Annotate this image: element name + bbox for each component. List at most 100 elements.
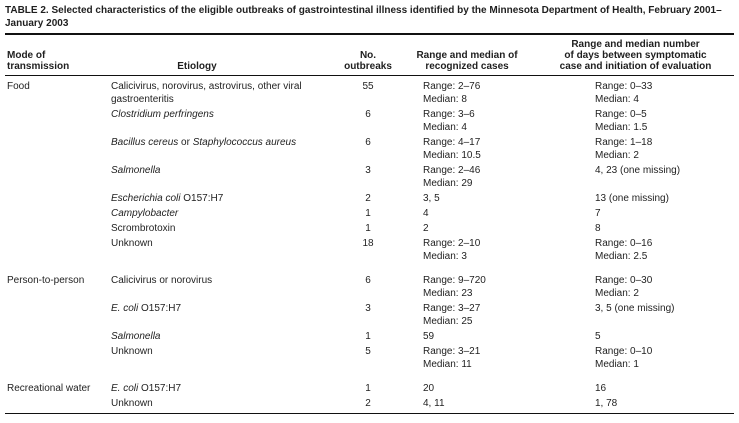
cases-line: Range: 2–10 [423, 238, 481, 249]
days-line: Range: 0–16 [595, 238, 653, 249]
column-header-etiology: Etiology [111, 35, 339, 76]
days-cell: Range: 1–18 Median: 2 [537, 136, 734, 164]
cases-cell: 3, 5 [397, 192, 537, 207]
cases-line: 4 [423, 208, 429, 219]
mode-cell [5, 237, 111, 265]
days-line: Median: 1.5 [595, 122, 648, 133]
outbreaks-cell: 1 [365, 208, 371, 219]
etiology-regular: Calicivirus, norovirus, astrovirus, othe… [111, 81, 302, 105]
header-line: Etiology [177, 61, 217, 72]
column-header-mode: Mode of transmission [5, 35, 111, 76]
days-cell: 4, 23 (one missing) [537, 164, 734, 192]
etiology-cell: Clostridium perfringens [111, 108, 339, 136]
cases-line: Median: 25 [423, 316, 473, 327]
etiology-regular: or [178, 137, 193, 148]
days-cell: Range: 0–16 Median: 2.5 [537, 237, 734, 265]
table-row: E. coli O157:H7 3 Range: 3–27 Median: 25… [5, 302, 734, 330]
data-table: Mode of transmission Etiology No. outbre… [5, 35, 734, 412]
table-row: Recreational water E. coli O157:H7 1 20 … [5, 373, 734, 397]
table-row: Salmonella 1 59 5 [5, 330, 734, 345]
cases-line: Median: 8 [423, 94, 467, 105]
etiology-cell: Calicivirus or norovirus [111, 265, 339, 302]
header-row: Mode of transmission Etiology No. outbre… [5, 35, 734, 76]
cases-cell: Range: 3–21 Median: 11 [397, 345, 537, 373]
mode-cell [5, 345, 111, 373]
days-line: Median: 2.5 [595, 251, 648, 262]
cases-line: Median: 4 [423, 122, 467, 133]
outbreaks-cell: 3 [365, 165, 371, 176]
days-line: 1, 78 [595, 398, 618, 409]
table-row: Salmonella 3 Range: 2–46 Median: 29 4, 2… [5, 164, 734, 192]
cases-cell: Range: 2–76 Median: 8 [397, 76, 537, 109]
days-line: Median: 1 [595, 359, 639, 370]
days-cell: 1, 78 [537, 397, 734, 412]
etiology-cell: E. coli O157:H7 [111, 302, 339, 330]
etiology-cell: Unknown [111, 345, 339, 373]
cases-line: 4, 11 [423, 398, 445, 409]
bottom-rule [5, 413, 734, 414]
cases-cell: 20 [397, 373, 537, 397]
mode-cell: Recreational water [7, 383, 91, 394]
column-header-outbreaks: No. outbreaks [339, 35, 397, 76]
etiology-regular: Unknown [111, 398, 153, 409]
table-row: Bacillus cereus or Staphylococcus aureus… [5, 136, 734, 164]
days-cell: 16 [537, 373, 734, 397]
etiology-cell: Unknown [111, 397, 339, 412]
outbreaks-cell: 1 [365, 383, 371, 394]
cases-line: Range: 9–720 [423, 275, 486, 286]
outbreaks-cell: 6 [365, 275, 371, 286]
etiology-italic: Salmonella [111, 165, 161, 176]
outbreaks-cell: 5 [365, 346, 371, 357]
mode-cell [5, 136, 111, 164]
cases-cell: Range: 4–17 Median: 10.5 [397, 136, 537, 164]
days-cell: 5 [537, 330, 734, 345]
cases-line: Range: 4–17 [423, 137, 481, 148]
days-line: 5 [595, 331, 601, 342]
days-cell: Range: 0–5 Median: 1.5 [537, 108, 734, 136]
etiology-cell: Campylobacter [111, 207, 339, 222]
cases-line: 3, 5 [423, 193, 440, 204]
cases-line: 2 [423, 223, 429, 234]
cases-cell: Range: 2–46 Median: 29 [397, 164, 537, 192]
etiology-italic: Bacillus cereus [111, 137, 179, 148]
days-line: Range: 0–30 [595, 275, 653, 286]
header-line: No. [359, 50, 377, 61]
mode-cell [5, 302, 111, 330]
etiology-regular: O157:H7 [138, 303, 182, 314]
days-cell: Range: 0–30 Median: 2 [537, 265, 734, 302]
header-line: Mode of [7, 50, 46, 61]
mode-cell [5, 397, 111, 412]
days-line: 13 (one missing) [595, 193, 669, 204]
header-line: of days between symptomatic [564, 50, 707, 61]
header-line: transmission [7, 61, 70, 72]
etiology-regular: Scrombrotoxin [111, 223, 176, 234]
days-line: Range: 0–10 [595, 346, 653, 357]
etiology-cell: Salmonella [111, 330, 339, 345]
etiology-cell: Calicivirus, norovirus, astrovirus, othe… [111, 76, 339, 109]
cases-cell: Range: 3–27 Median: 25 [397, 302, 537, 330]
mode-cell [5, 108, 111, 136]
outbreaks-cell: 2 [365, 193, 371, 204]
cases-line: Median: 29 [423, 178, 473, 189]
days-line: Range: 0–5 [595, 109, 647, 120]
days-line: Median: 2 [595, 288, 639, 299]
days-line: Median: 4 [595, 94, 639, 105]
days-cell: 13 (one missing) [537, 192, 734, 207]
table-row: Person-to-person Calicivirus or noroviru… [5, 265, 734, 302]
etiology-italic: Escherichia coli [111, 193, 181, 204]
days-line: 16 [595, 383, 607, 394]
outbreaks-cell: 1 [365, 331, 371, 342]
cases-line: Range: 2–46 [423, 165, 481, 176]
cases-cell: Range: 2–10 Median: 3 [397, 237, 537, 265]
mode-cell [5, 222, 111, 237]
days-line: 7 [595, 208, 601, 219]
table-row: Scrombrotoxin 1 2 8 [5, 222, 734, 237]
outbreaks-cell: 18 [362, 238, 374, 249]
mode-cell [5, 330, 111, 345]
table-title: TABLE 2. Selected characteristics of the… [5, 5, 722, 29]
days-line: Median: 2 [595, 150, 639, 161]
etiology-regular: O157:H7 [138, 383, 182, 394]
outbreaks-cell: 6 [365, 109, 371, 120]
cases-line: Median: 23 [423, 288, 473, 299]
etiology-italic: Clostridium perfringens [111, 109, 214, 120]
